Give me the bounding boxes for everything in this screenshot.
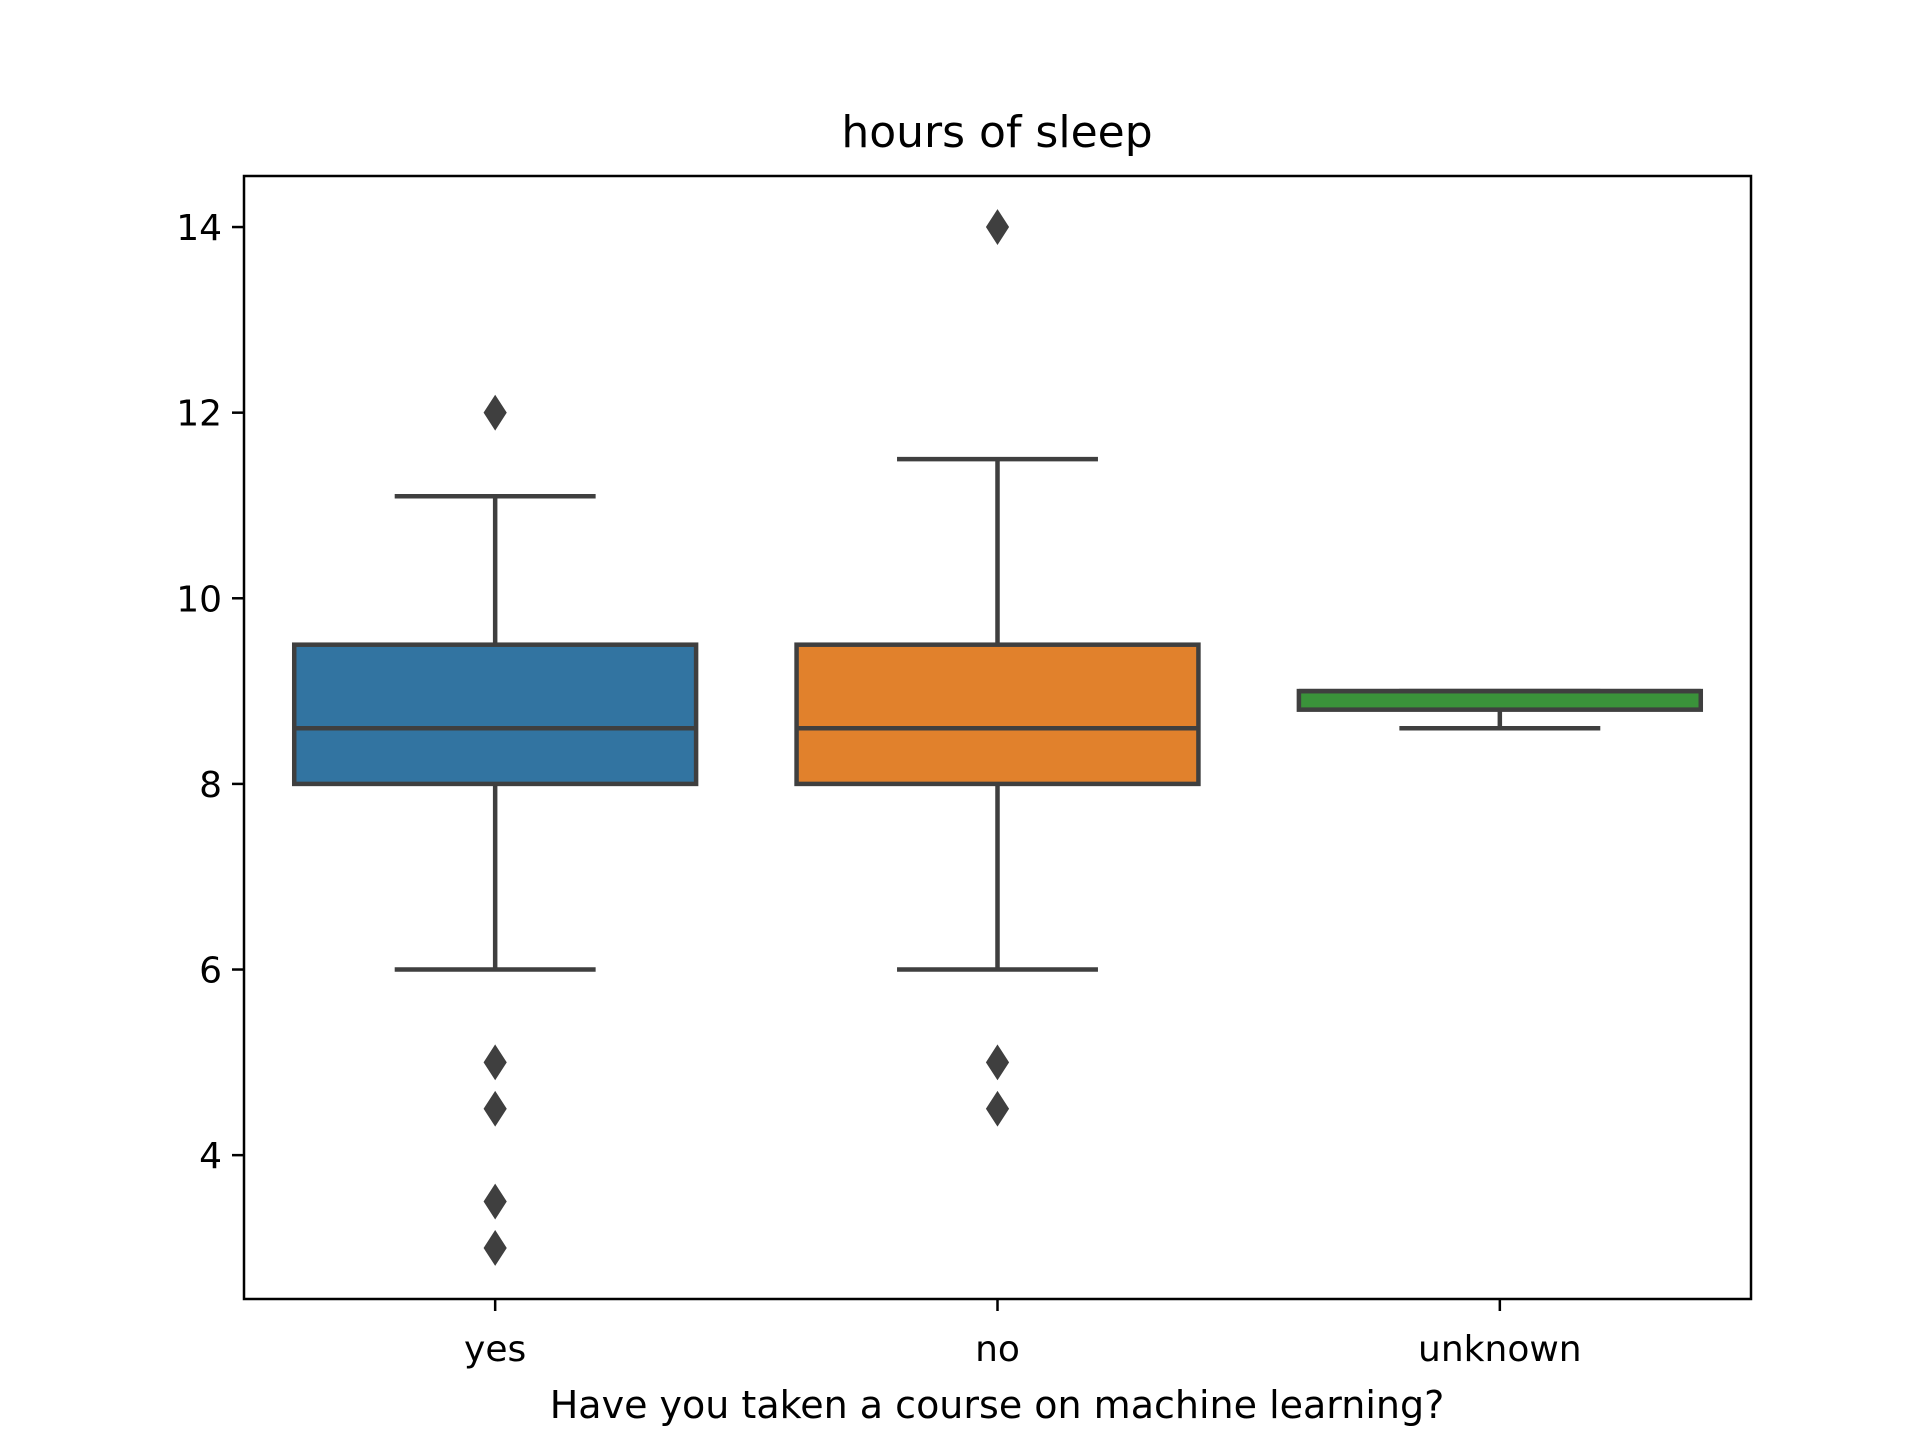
box-yes bbox=[291, 642, 699, 787]
outlier-point-yes-2 bbox=[483, 1044, 507, 1081]
box-group-yes bbox=[291, 394, 699, 1266]
y-tick-label: 6 bbox=[199, 951, 222, 992]
y-tick-label: 12 bbox=[176, 394, 222, 435]
outlier-point-yes-3 bbox=[483, 1090, 507, 1127]
outlier-point-no-1 bbox=[985, 209, 1010, 245]
ticks-layer: 4 6 8 10 12 14 yes no unknown bbox=[176, 208, 1581, 1370]
outlier-point-yes-1 bbox=[483, 394, 507, 431]
y-tick-label: 8 bbox=[199, 765, 222, 806]
y-tick-label: 4 bbox=[199, 1136, 222, 1177]
boxes-layer bbox=[291, 209, 1704, 1266]
outlier-point-yes-4 bbox=[483, 1183, 507, 1220]
outlier-point-yes-5 bbox=[483, 1230, 507, 1266]
outlier-point-no-3 bbox=[985, 1090, 1010, 1127]
outlier-point-no-2 bbox=[985, 1044, 1010, 1081]
x-tick-label: no bbox=[975, 1329, 1020, 1370]
x-tick-label: yes bbox=[464, 1329, 526, 1370]
plot-area-frame bbox=[242, 174, 1753, 1301]
x-tick-label: unknown bbox=[1418, 1329, 1582, 1370]
chart-title: hours of sleep bbox=[841, 107, 1152, 158]
box-group-unknown bbox=[1296, 688, 1704, 731]
x-axis-label: Have you taken a course on machine learn… bbox=[550, 1383, 1445, 1427]
y-tick-label: 10 bbox=[176, 579, 222, 620]
box-unknown bbox=[1296, 688, 1704, 712]
box-no bbox=[794, 642, 1201, 787]
box-group-no bbox=[794, 209, 1201, 1127]
y-tick-label: 14 bbox=[176, 208, 222, 249]
